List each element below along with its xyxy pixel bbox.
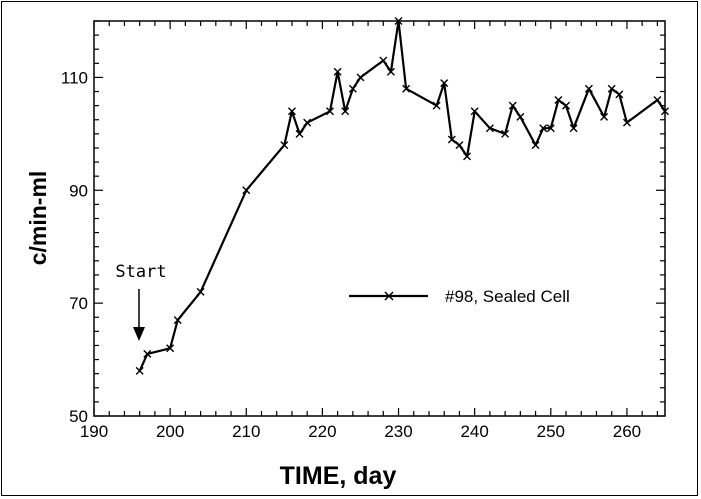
legend-label: #98, Sealed Cell <box>445 287 570 306</box>
data-point-marker <box>173 316 182 325</box>
start-annotation-label: Start <box>115 262 166 282</box>
series-line <box>138 19 666 372</box>
data-point-marker <box>333 67 342 76</box>
data-point-marker <box>402 84 411 93</box>
x-tick-label: 190 <box>80 422 108 441</box>
y-tick-label: 110 <box>61 68 88 87</box>
data-point-marker <box>348 84 357 93</box>
y-tick-label: 50 <box>69 407 88 426</box>
plot-area-border <box>93 20 666 417</box>
data-point-marker <box>196 287 205 296</box>
data-point-marker <box>303 118 312 127</box>
data-point-marker <box>432 101 441 110</box>
data-point-marker <box>539 124 548 133</box>
data-point-marker <box>600 112 609 121</box>
y-tick-label: 70 <box>69 294 88 313</box>
data-point-marker <box>386 67 395 76</box>
x-tick-label: 230 <box>384 422 412 441</box>
data-point-marker <box>463 152 472 161</box>
data-point-marker <box>135 366 144 375</box>
data-point-marker <box>501 129 510 138</box>
data-point-marker <box>653 96 662 104</box>
data-point-marker <box>531 141 540 150</box>
data-point-marker <box>546 124 555 133</box>
data-point-marker <box>622 118 631 127</box>
data-point-marker <box>508 101 517 110</box>
x-tick-label: 200 <box>156 422 184 441</box>
data-point-marker <box>394 17 403 25</box>
axis-tick-labels: 190 200 210 220 230 240 250 260 50 70 90 110 <box>61 68 641 441</box>
x-tick-label: 260 <box>613 422 641 441</box>
x-tick-label: 210 <box>232 422 260 441</box>
data-point-marker <box>485 124 494 133</box>
legend-marker <box>384 291 394 301</box>
data-point-marker <box>569 124 578 133</box>
data-point-marker <box>470 107 479 116</box>
data-point-marker <box>326 107 335 116</box>
data-point-marker <box>516 112 525 121</box>
data-point-marker <box>341 107 350 116</box>
data-point-marker <box>287 107 296 116</box>
legend: #98, Sealed Cell <box>349 287 570 306</box>
data-point-marker <box>242 186 251 195</box>
data-point-marker <box>615 90 624 99</box>
data-point-marker <box>143 349 152 358</box>
data-point-marker <box>661 107 669 116</box>
data-point-marker <box>607 84 616 93</box>
y-tick-label: 90 <box>69 181 88 200</box>
data-point-marker <box>356 73 365 82</box>
series-markers <box>135 17 669 375</box>
data-point-marker <box>280 141 289 150</box>
data-point-marker <box>455 141 464 150</box>
x-axis-title: TIME, day <box>280 462 397 490</box>
axis-ticks <box>93 20 665 417</box>
x-tick-label: 250 <box>537 422 565 441</box>
x-tick-label: 240 <box>460 422 488 441</box>
data-point-marker <box>166 344 175 353</box>
data-point-marker <box>554 96 563 104</box>
data-point-marker <box>447 135 456 144</box>
start-arrow-icon <box>133 289 145 341</box>
data-point-marker <box>440 79 449 88</box>
data-point-marker <box>584 84 593 93</box>
data-point-marker <box>379 56 388 65</box>
data-point-marker <box>562 101 571 110</box>
x-tick-label: 220 <box>308 422 336 441</box>
y-axis-title: c/min-ml <box>25 171 51 266</box>
data-point-marker <box>295 129 304 138</box>
